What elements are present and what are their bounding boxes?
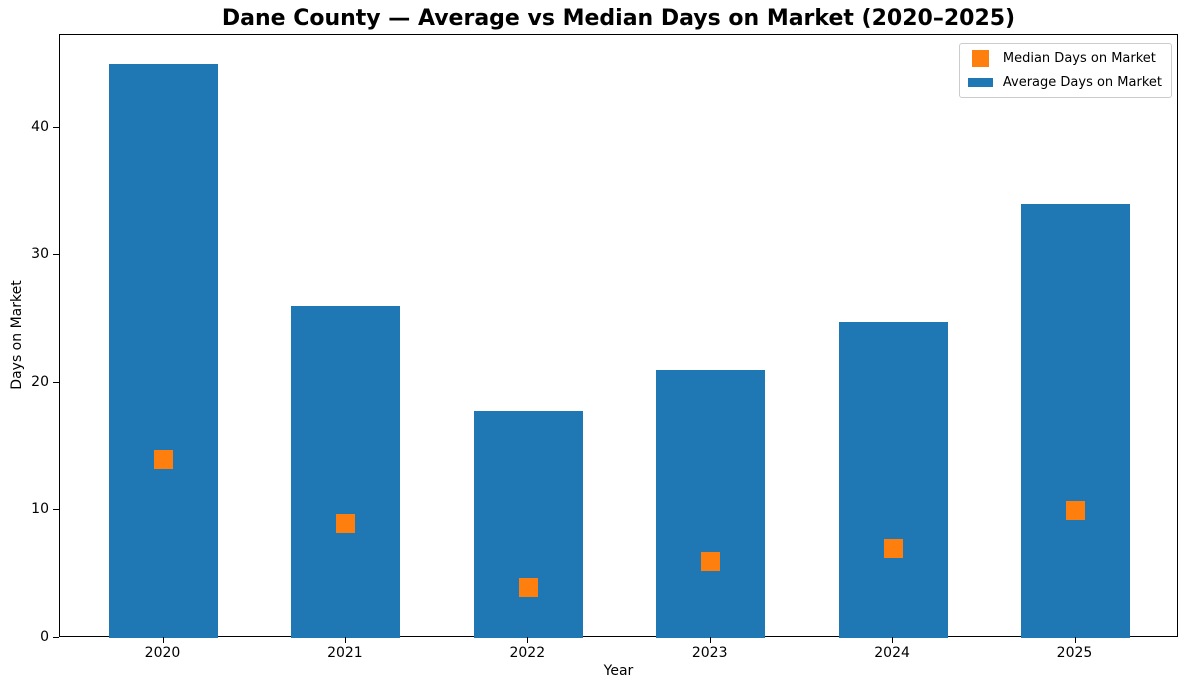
median-marker-2025 — [1066, 500, 1085, 520]
y-tick-mark — [53, 381, 59, 383]
bar-2020 — [109, 63, 218, 638]
x-tick-label-2023: 2023 — [691, 645, 728, 661]
x-tick-mark — [344, 637, 346, 643]
legend-label-average: Average Days on Market — [1002, 75, 1162, 90]
median-marker-2023 — [701, 551, 721, 571]
bar-2022 — [473, 410, 583, 638]
x-tick-mark — [892, 637, 894, 643]
y-tick-label-30: 30 — [31, 246, 49, 263]
x-tick-label-2024: 2024 — [874, 645, 910, 661]
bar-2021 — [291, 306, 401, 638]
median-marker-2020 — [154, 449, 173, 469]
y-tick-mark — [53, 254, 59, 256]
y-tick-mark — [53, 126, 59, 128]
y-tick-mark — [53, 637, 59, 638]
bar-2023 — [656, 370, 766, 638]
x-tick-label-2025: 2025 — [1056, 645, 1093, 661]
x-tick-label-2020: 2020 — [144, 645, 181, 661]
x-tick-mark — [527, 637, 529, 643]
y-tick-label-10: 10 — [31, 501, 49, 518]
legend-item-average: Average Days on Market — [967, 73, 1162, 92]
y-tick-label-40: 40 — [31, 118, 49, 135]
y-tick-label-20: 20 — [31, 373, 49, 390]
median-marker-2024 — [883, 539, 903, 559]
bar-2024 — [838, 321, 948, 638]
x-tick-mark — [162, 637, 164, 643]
median-marker-2022 — [518, 577, 538, 597]
average-bar-swatch — [967, 78, 993, 87]
x-axis-label: Year — [603, 663, 634, 679]
y-tick-mark — [53, 509, 59, 511]
legend: Median Days on Market Average Days on Ma… — [958, 43, 1172, 98]
x-tick-mark — [1074, 637, 1076, 643]
x-tick-mark — [709, 637, 711, 643]
y-tick-label-0: 0 — [40, 629, 49, 645]
x-tick-label-2022: 2022 — [509, 645, 546, 661]
bar-2025 — [1021, 204, 1130, 638]
chart-title: Dane County — Average vs Median Days on … — [221, 6, 1016, 31]
legend-item-median: Median Days on Market — [968, 49, 1162, 68]
median-square-swatch — [968, 50, 993, 67]
plot-area: Median Days on Market Average Days on Ma… — [59, 34, 1178, 638]
x-tick-label-2021: 2021 — [327, 645, 363, 661]
legend-label-median: Median Days on Market — [1002, 51, 1156, 66]
median-marker-2021 — [336, 513, 356, 533]
